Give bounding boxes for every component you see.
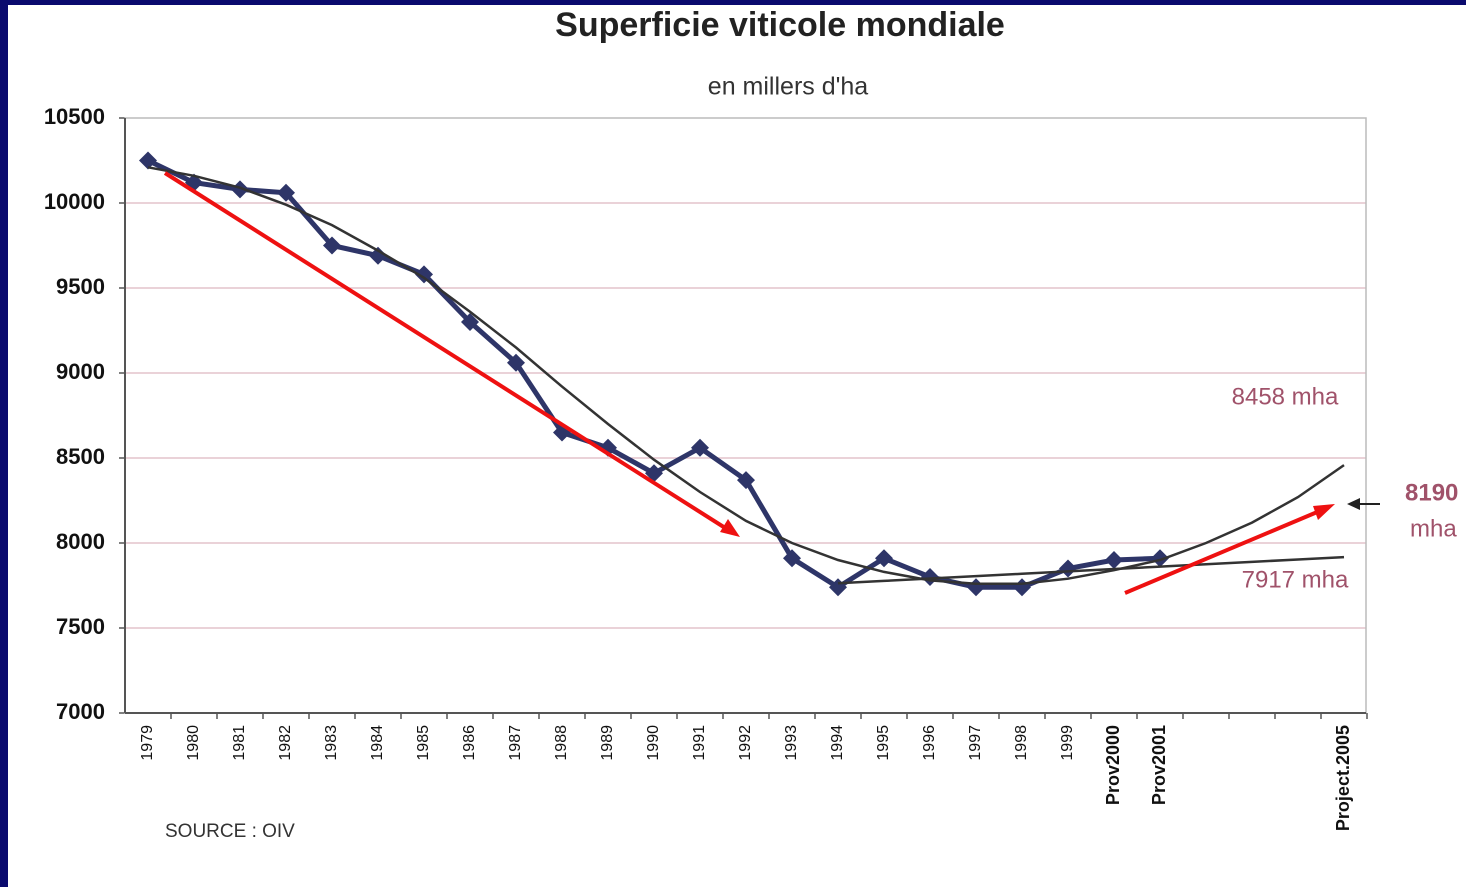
x-tick-label: 1988 <box>553 725 570 761</box>
chart-subtitle: en millers d'ha <box>708 73 868 101</box>
y-tick-label: 8500 <box>56 444 105 469</box>
x-tick-label: 1989 <box>599 725 616 761</box>
x-tick-label: 1984 <box>369 725 386 761</box>
data-point <box>323 236 341 255</box>
data-point <box>231 180 249 199</box>
data-point <box>737 471 755 490</box>
source-note: SOURCE : OIV <box>165 821 295 842</box>
x-tick-label: 1985 <box>415 725 432 761</box>
x-tick-label: 1991 <box>691 725 708 761</box>
data-point <box>691 438 709 457</box>
data-point <box>783 549 801 568</box>
plot-area: 7000 7500 8000 8500 9000 9500 10000 10500 1979 19… <box>44 104 1368 831</box>
x-tick-label: 1994 <box>829 725 846 761</box>
x-tick-label: 1979 <box>139 725 156 761</box>
x-tick-label: Prov2001 <box>1149 725 1169 805</box>
x-tick-label: 1980 <box>185 725 202 761</box>
x-tick-label: Project.2005 <box>1333 725 1353 831</box>
data-point <box>369 246 387 265</box>
slide-background <box>8 5 1466 887</box>
data-point <box>507 353 525 372</box>
annotation: mha <box>1410 515 1457 542</box>
x-tick-label: 1997 <box>967 725 984 761</box>
red-arrowhead <box>720 519 740 537</box>
data-point <box>1151 549 1169 568</box>
data-point <box>875 549 893 568</box>
data-point <box>415 265 433 284</box>
y-tick-label: 8000 <box>56 529 105 554</box>
x-tick-label: 1992 <box>737 725 754 761</box>
data-point <box>139 151 157 170</box>
x-tick-label: Prov2000 <box>1103 725 1123 805</box>
annotation: 7917 mha <box>1242 566 1349 593</box>
y-tick-label: 9500 <box>56 274 105 299</box>
red-arrowhead <box>1313 504 1335 520</box>
red-arrow <box>1124 508 1323 595</box>
x-tick-label: 1982 <box>277 725 294 761</box>
y-tick-label: 10000 <box>44 189 105 214</box>
data-point <box>277 183 295 202</box>
x-tick-label: 1998 <box>1013 725 1030 761</box>
y-tick-label: 7500 <box>56 614 105 639</box>
x-tick-label: 1981 <box>231 725 248 761</box>
x-tick-label: 1996 <box>921 725 938 761</box>
annotation: 8458 mha <box>1232 383 1339 410</box>
x-tick-label: 1983 <box>323 725 340 761</box>
x-tick-label: 1999 <box>1059 725 1076 761</box>
annotation: 8190 <box>1405 479 1458 506</box>
y-tick-label: 7000 <box>56 699 105 724</box>
x-tick-label: 1995 <box>875 725 892 761</box>
data-point <box>1059 559 1077 578</box>
series-line <box>837 555 1345 585</box>
x-tick-label: 1993 <box>783 725 800 761</box>
pointer-arrowhead <box>1347 498 1360 510</box>
y-tick-label: 9000 <box>56 359 105 384</box>
x-tick-label: 1987 <box>507 725 524 761</box>
x-tick-label: 1990 <box>645 725 662 761</box>
data-point <box>1105 551 1123 569</box>
x-tick-label: 1986 <box>461 725 478 761</box>
red-arrow <box>163 171 732 533</box>
chart-title: Superficie viticole mondiale <box>555 6 1005 44</box>
data-point <box>461 313 479 331</box>
y-tick-label: 10500 <box>44 104 105 129</box>
series-line <box>147 166 1345 586</box>
